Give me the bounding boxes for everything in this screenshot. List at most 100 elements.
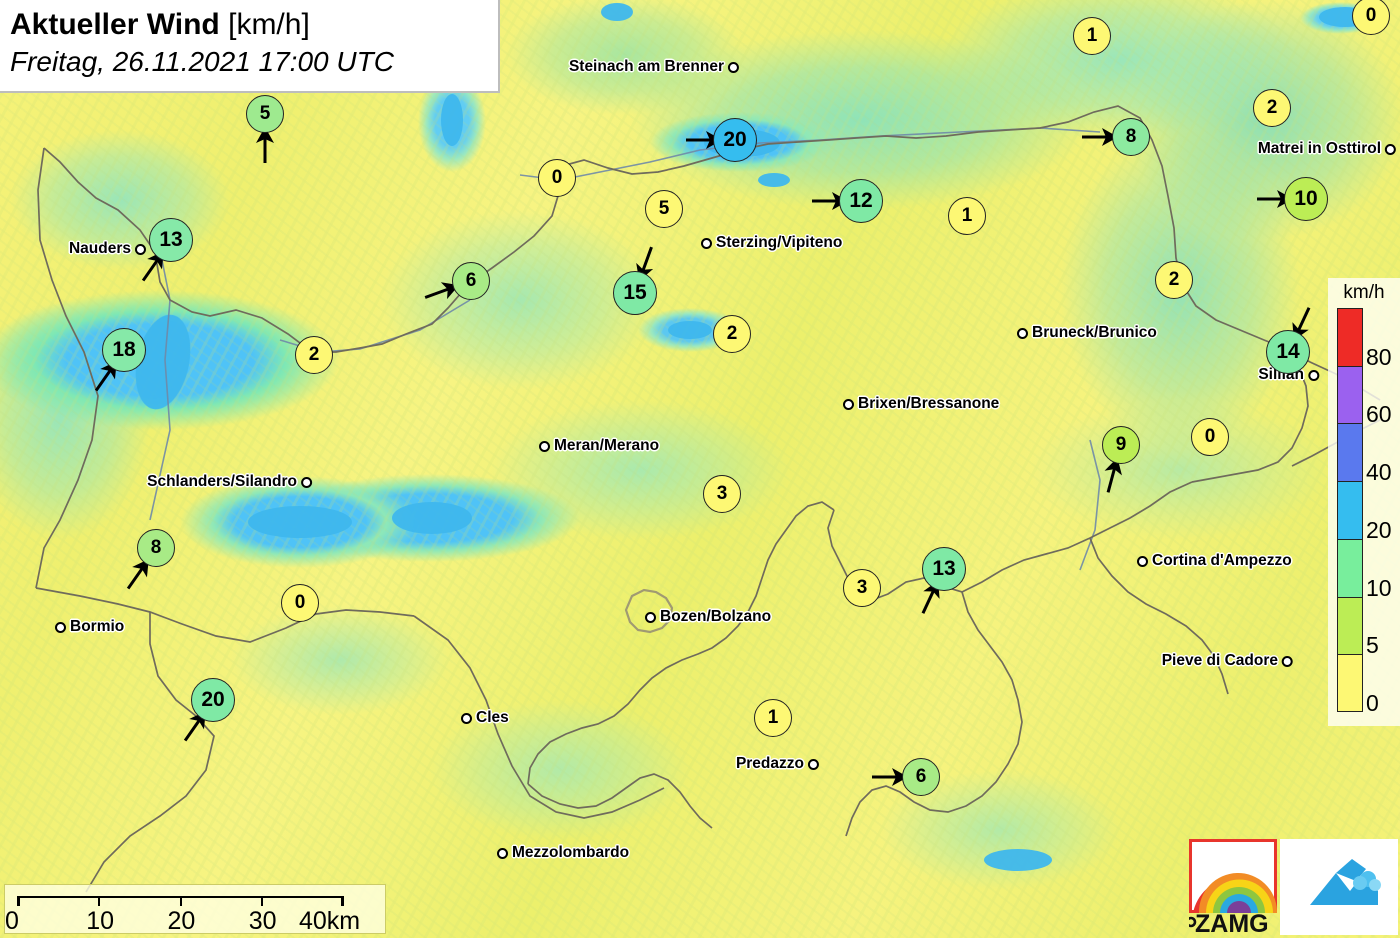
wind-station-marker[interactable]: 0 bbox=[1191, 418, 1229, 456]
scale-tick-label: 0 bbox=[5, 907, 19, 935]
legend-tick-label: 60 bbox=[1366, 401, 1392, 428]
zamg-logo: ZAMG bbox=[1185, 839, 1277, 938]
legend-unit-label: km/h bbox=[1343, 282, 1385, 303]
wind-station-marker[interactable]: 6 bbox=[452, 262, 490, 300]
city-name-text: Nauders bbox=[68, 240, 131, 257]
scale-tick-label: 20 bbox=[167, 907, 196, 935]
wind-station-marker[interactable]: 2 bbox=[1253, 89, 1291, 127]
place-label: Cortina d'Ampezzo bbox=[1137, 552, 1292, 570]
map-scale-bar: 0 10 20 30 40km bbox=[4, 884, 386, 935]
city-marker-dot bbox=[301, 476, 312, 488]
legend-tick-label: 10 bbox=[1366, 574, 1392, 601]
place-label: Meran/Merano bbox=[539, 437, 659, 455]
city-marker-dot bbox=[728, 61, 739, 73]
wind-station-marker[interactable]: 1 bbox=[1073, 17, 1111, 55]
place-label: Mezzolombardo bbox=[497, 844, 629, 862]
place-label: Cles bbox=[461, 709, 509, 727]
place-label: Nauders bbox=[69, 240, 146, 258]
legend-tick-label: 80 bbox=[1366, 343, 1392, 370]
wind-station-marker[interactable]: 2 bbox=[295, 336, 333, 374]
legend-color-cell bbox=[1337, 308, 1363, 366]
geosphere-logo bbox=[1280, 839, 1398, 935]
wind-station-marker[interactable]: 2 bbox=[1155, 261, 1193, 299]
wind-station-marker[interactable]: 3 bbox=[703, 475, 741, 513]
wind-station-marker[interactable]: 12 bbox=[839, 179, 883, 223]
legend-color-cell bbox=[1337, 365, 1363, 424]
wind-station-marker[interactable]: 5 bbox=[246, 95, 284, 133]
wind-station-marker[interactable]: 9 bbox=[1102, 426, 1140, 464]
wind-station-marker[interactable]: 20 bbox=[713, 118, 757, 162]
wind-speed-legend: km/h 80 60 40 20 10 5 0 bbox=[1328, 278, 1400, 726]
wind-station-marker[interactable]: 5 bbox=[645, 190, 683, 228]
wind-station-marker[interactable]: 13 bbox=[149, 218, 193, 262]
city-marker-dot bbox=[497, 847, 508, 859]
wind-station-marker[interactable]: 2 bbox=[713, 315, 751, 353]
city-marker-dot bbox=[55, 621, 66, 633]
city-marker-dot bbox=[539, 440, 550, 452]
wind-station-marker[interactable]: 6 bbox=[902, 758, 940, 796]
city-name-text: Brixen/Bressanone bbox=[858, 395, 1000, 412]
place-label: Brixen/Bressanone bbox=[843, 395, 999, 413]
city-name-text: Cortina d'Ampezzo bbox=[1152, 552, 1292, 569]
city-name-text: Cles bbox=[476, 709, 509, 726]
city-name-text: Bruneck/Brunico bbox=[1032, 324, 1157, 341]
wind-station-marker[interactable]: 8 bbox=[1112, 118, 1150, 156]
legend-tick-label: 5 bbox=[1366, 632, 1379, 659]
scale-tick-label: 40km bbox=[299, 907, 361, 935]
wind-station-marker[interactable]: 14 bbox=[1266, 330, 1310, 374]
wind-station-marker[interactable]: 0 bbox=[1352, 0, 1390, 35]
scale-tick-mark bbox=[342, 896, 344, 906]
place-label: Predazzo bbox=[736, 755, 819, 773]
scale-tick-mark bbox=[179, 896, 182, 906]
scale-tick-mark bbox=[260, 896, 263, 906]
wind-station-marker[interactable]: 10 bbox=[1284, 177, 1328, 221]
place-label: Schlanders/Silandro bbox=[147, 473, 312, 491]
wind-station-marker[interactable]: 13 bbox=[922, 547, 966, 591]
legend-color-cell bbox=[1337, 654, 1363, 712]
legend-color-cell bbox=[1337, 481, 1363, 539]
wind-station-marker[interactable]: 15 bbox=[613, 271, 657, 315]
city-name-text: Schlanders/Silandro bbox=[147, 473, 297, 490]
wind-station-marker[interactable]: 0 bbox=[281, 584, 319, 622]
wind-station-marker[interactable]: 8 bbox=[137, 529, 175, 567]
city-marker-dot bbox=[135, 243, 146, 255]
wind-station-marker[interactable]: 18 bbox=[102, 328, 146, 372]
city-marker-dot bbox=[1017, 327, 1028, 339]
place-label: Steinach am Brenner bbox=[569, 58, 739, 76]
city-marker-dot bbox=[701, 237, 712, 249]
legend-tick-label: 40 bbox=[1366, 459, 1392, 486]
wind-station-marker[interactable]: 3 bbox=[843, 569, 881, 607]
legend-color-cell bbox=[1337, 538, 1363, 597]
wind-station-marker[interactable]: 0 bbox=[538, 159, 576, 197]
city-name-text: Bozen/Bolzano bbox=[660, 608, 772, 625]
city-name-text: Meran/Merano bbox=[554, 437, 660, 454]
place-label: Matrei in Osttirol bbox=[1258, 140, 1396, 158]
bozen-district-outline bbox=[624, 588, 674, 634]
city-marker-dot bbox=[1282, 655, 1293, 667]
rivers bbox=[149, 127, 1101, 571]
place-label: Bozen/Bolzano bbox=[645, 608, 771, 626]
city-marker-dot bbox=[461, 712, 472, 724]
place-label: Pieve di Cadore bbox=[1162, 652, 1293, 670]
place-label: Bruneck/Brunico bbox=[1017, 324, 1157, 342]
wind-station-marker[interactable]: 1 bbox=[754, 699, 792, 737]
scale-tick-mark bbox=[98, 896, 101, 906]
city-name-text: Sterzing/Vipiteno bbox=[716, 234, 843, 251]
city-marker-dot bbox=[843, 398, 854, 410]
city-marker-dot bbox=[808, 758, 819, 770]
wind-station-marker[interactable]: 20 bbox=[191, 678, 235, 722]
legend-tick-label: 20 bbox=[1366, 516, 1392, 543]
city-marker-dot bbox=[1385, 143, 1396, 155]
legend-color-cell bbox=[1337, 596, 1363, 655]
city-name-text: Steinach am Brenner bbox=[568, 58, 724, 75]
scale-tick-mark bbox=[17, 896, 19, 906]
city-name-text: Matrei in Osttirol bbox=[1257, 140, 1381, 157]
place-label: Bormio bbox=[55, 618, 124, 636]
title-unit-text: [km/h] bbox=[228, 8, 310, 41]
wind-station-marker[interactable]: 1 bbox=[948, 197, 986, 235]
city-name-text: Pieve di Cadore bbox=[1161, 652, 1278, 669]
svg-text:ZAMG: ZAMG bbox=[1195, 910, 1269, 935]
